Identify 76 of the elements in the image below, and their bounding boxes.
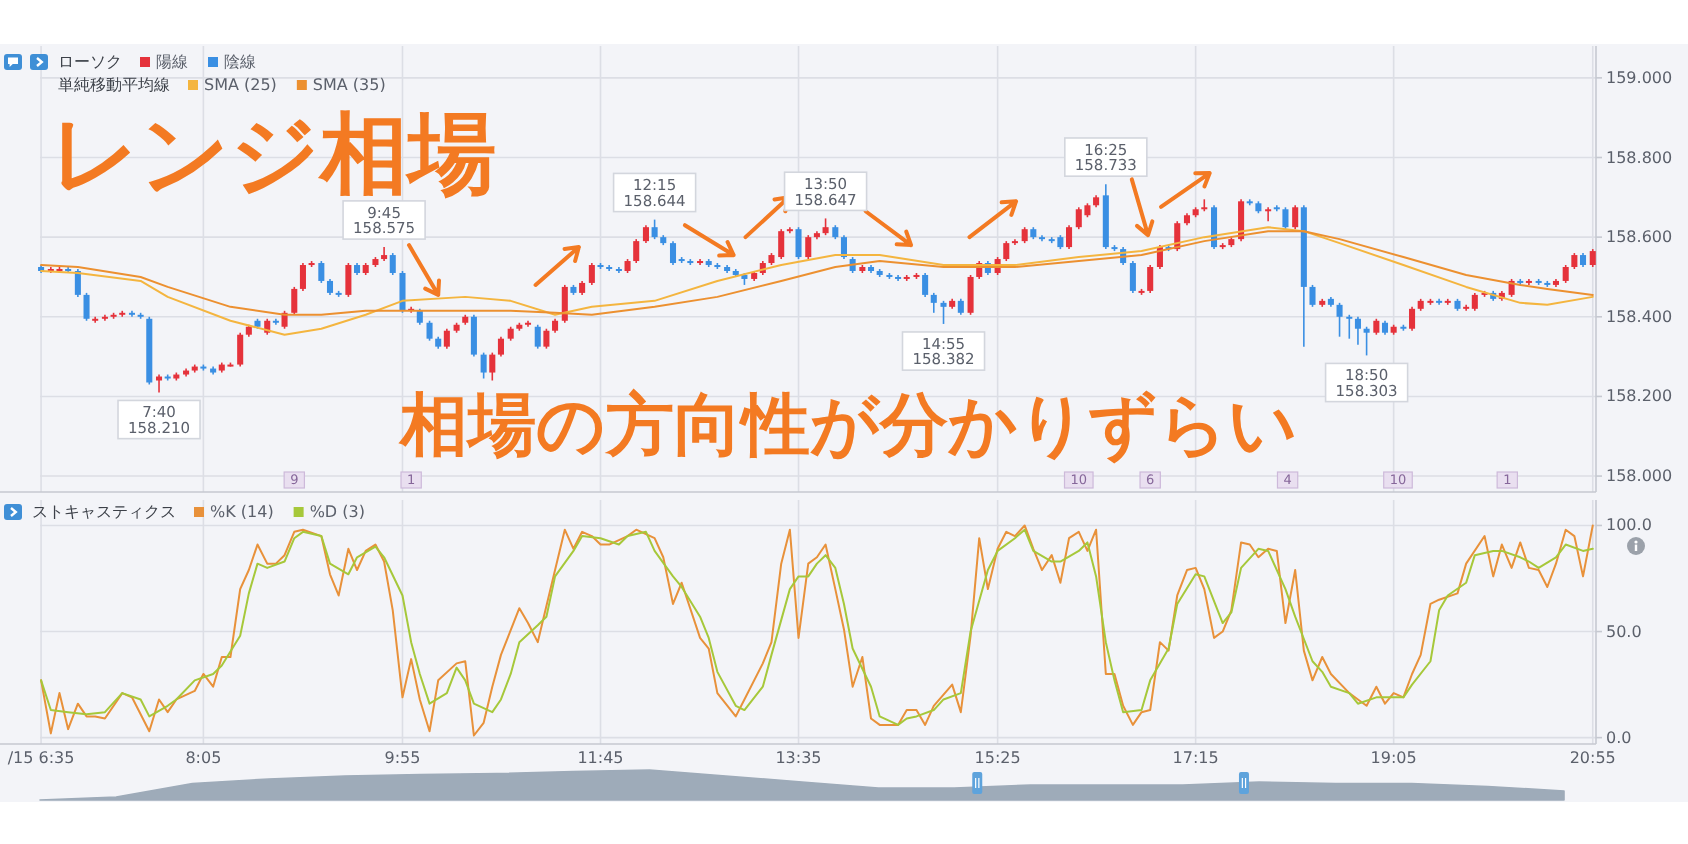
legend-title: ローソク	[58, 53, 122, 71]
candlestick	[1147, 264, 1154, 294]
candlestick	[480, 351, 487, 380]
candlestick	[237, 331, 244, 368]
candlestick	[1265, 206, 1272, 223]
candlestick	[922, 272, 929, 298]
x-tick-label: 15:25	[974, 749, 1021, 767]
legend-title: ストキャスティクス	[32, 503, 176, 521]
x-tick-label: 11:45	[577, 749, 624, 767]
candlestick	[83, 292, 90, 322]
y-tick-label: 158.000	[1606, 467, 1673, 486]
x-tick-label: 13:35	[775, 749, 822, 767]
candlestick	[1129, 260, 1136, 294]
candlestick	[1003, 240, 1010, 262]
candlestick	[381, 246, 388, 262]
candlestick	[1363, 325, 1370, 357]
candlestick	[588, 262, 595, 286]
candlestick	[1309, 284, 1316, 308]
x-tick-label: 17:15	[1172, 749, 1219, 767]
candlestick	[543, 327, 550, 350]
candlestick	[930, 292, 937, 314]
candlestick	[345, 262, 352, 298]
candlestick	[399, 270, 406, 314]
candlestick	[1336, 302, 1343, 338]
y-tick-label: 100.0	[1606, 516, 1652, 535]
legend-label: %D (3)	[309, 503, 365, 521]
x-tick-label: 8:05	[185, 749, 222, 767]
line-series	[40, 230, 1594, 316]
candlestick	[1409, 306, 1416, 332]
x-tick-label: 20:55	[1569, 749, 1616, 767]
x-tick-label: /15 6:35	[7, 749, 75, 767]
x-tick-label: 19:05	[1370, 749, 1417, 767]
candlestick	[805, 234, 812, 260]
y-tick-label: 159.000	[1606, 68, 1673, 87]
y-tick-label: 50.0	[1606, 622, 1642, 641]
legend-label: SMA (25)	[204, 76, 277, 94]
y-tick-label: 158.400	[1606, 307, 1673, 326]
candlestick	[1292, 204, 1299, 230]
candlestick	[470, 313, 477, 358]
y-tick-label: 0.0	[1606, 728, 1632, 747]
y-tick-label: 158.600	[1606, 228, 1673, 247]
candlestick	[489, 351, 496, 382]
candlestick	[1201, 198, 1208, 213]
candlestick	[534, 323, 541, 350]
candlestick	[1282, 206, 1289, 230]
candlestick	[291, 286, 298, 316]
candlestick	[795, 226, 802, 260]
candlestick	[669, 240, 677, 266]
annotation: 相場の方向性が分かりずらい	[398, 386, 1298, 466]
candlestick	[1066, 224, 1073, 250]
candlestick	[1354, 315, 1361, 346]
candlestick	[497, 335, 504, 358]
candlestick	[1346, 313, 1353, 340]
candlestick	[156, 373, 163, 394]
candlestick	[651, 218, 658, 240]
candlestick	[299, 262, 306, 292]
y-tick-label: 158.800	[1606, 148, 1673, 167]
candlestick	[443, 327, 450, 350]
y-tick-label: 158.200	[1606, 387, 1673, 406]
candlestick	[633, 238, 640, 264]
x-tick-label: 9:55	[384, 749, 421, 767]
candlestick	[1211, 204, 1218, 250]
candlestick	[1075, 206, 1082, 230]
candlestick	[561, 284, 568, 324]
candlestick	[426, 319, 433, 342]
legend-label: 陽線	[156, 53, 188, 71]
text: レンジ相場	[50, 104, 496, 206]
legend-label: 陰線	[224, 53, 256, 71]
legend-label: %K (14)	[210, 503, 274, 521]
candlestick	[967, 274, 974, 316]
candlestick	[318, 260, 325, 284]
candlestick	[74, 268, 81, 298]
candlestick	[940, 300, 947, 325]
legend-label: SMA (35)	[312, 76, 386, 94]
candlestick	[389, 252, 396, 276]
annotation: 単純移動平均線	[58, 76, 170, 94]
